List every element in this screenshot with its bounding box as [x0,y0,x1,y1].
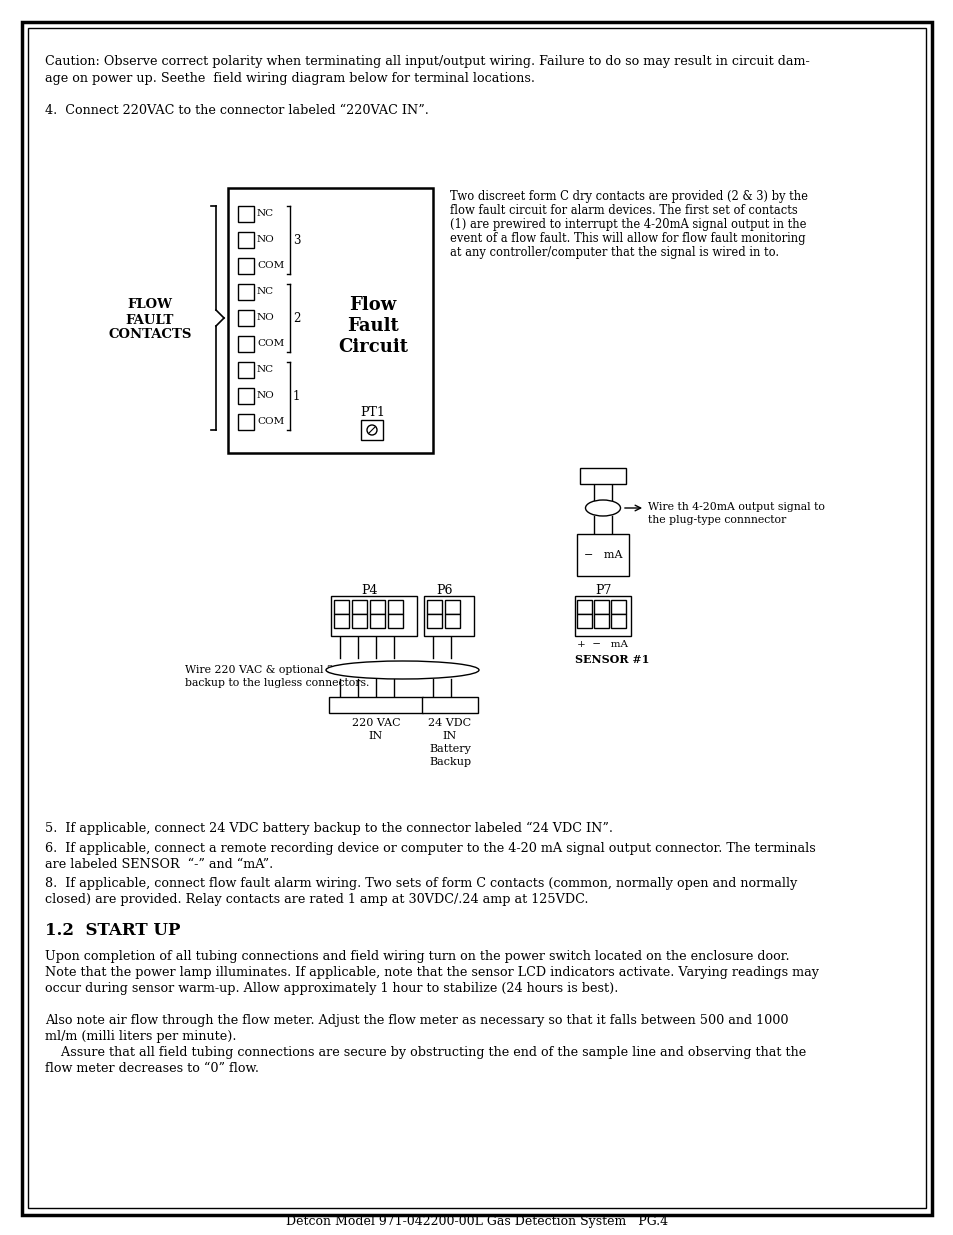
Bar [237,232,253,248]
Bar [370,600,385,614]
Text: closed) are provided. Relay contacts are rated 1 amp at 30VDC/.24 amp at 125VDC.: closed) are provided. Relay contacts are… [45,893,588,906]
Bar [360,420,382,440]
Text: COM: COM [256,340,284,348]
Bar [237,310,253,326]
Bar [575,597,630,636]
Bar [610,614,625,629]
Text: flow meter decreases to “0” flow.: flow meter decreases to “0” flow. [45,1062,258,1074]
Bar [610,600,625,614]
Text: SENSOR #1: SENSOR #1 [575,655,649,664]
Text: NO: NO [256,236,274,245]
Text: Two discreet form C dry contacts are provided (2 & 3) by the: Two discreet form C dry contacts are pro… [450,190,807,203]
Text: Assure that all field tubing connections are secure by obstructing the end of th: Assure that all field tubing connections… [45,1046,805,1058]
Bar [370,614,385,629]
Bar [352,614,367,629]
Bar [444,600,459,614]
Text: +  −   mA: + − mA [577,640,627,650]
Text: Detcon Model 971-042200-00L Gas Detection System   PG.4: Detcon Model 971-042200-00L Gas Detectio… [286,1215,667,1229]
Text: −   mA: − mA [583,550,621,559]
Text: P7: P7 [594,584,611,597]
Ellipse shape [585,500,619,516]
Text: COM: COM [256,262,284,270]
Bar [237,362,253,378]
Bar [577,614,592,629]
Text: Caution: Observe correct polarity when terminating all input/output wiring. Fail: Caution: Observe correct polarity when t… [45,56,809,68]
Text: Battery: Battery [429,743,471,755]
Text: Upon completion of all tubing connections and field wiring turn on the power swi: Upon completion of all tubing connection… [45,950,789,963]
Text: NC: NC [256,366,274,374]
Bar [237,284,253,300]
Bar [237,258,253,274]
Text: event of a flow fault. This will allow for flow fault monitoring: event of a flow fault. This will allow f… [450,232,804,245]
Bar [352,600,367,614]
Text: 4-20mA: 4-20mA [582,472,622,480]
Bar [594,600,608,614]
Bar [237,414,253,430]
Text: P6: P6 [436,584,453,597]
Text: GND: GND [390,700,413,709]
Bar [423,597,474,636]
Text: (1) are prewired to interrupt the 4-20mA signal output in the: (1) are prewired to interrupt the 4-20mA… [450,219,805,231]
Text: are labeled SENSOR  “-” and “mA”.: are labeled SENSOR “-” and “mA”. [45,858,273,871]
Text: L1: L1 [331,700,342,709]
Text: at any controller/computer that the signal is wired in to.: at any controller/computer that the sign… [450,246,779,259]
Text: PT1: PT1 [360,406,385,419]
Text: NC: NC [256,210,274,219]
Text: +: + [428,700,436,709]
Bar [331,597,416,636]
Text: 220 VAC: 220 VAC [352,718,400,727]
Bar [329,697,422,713]
Text: COM: COM [256,417,284,426]
Text: age on power up. Seethe  field wiring diagram below for terminal locations.: age on power up. Seethe field wiring dia… [45,72,535,85]
Text: Also note air flow through the flow meter. Adjust the flow meter as necessary so: Also note air flow through the flow mete… [45,1014,788,1028]
Ellipse shape [326,661,478,679]
Bar [334,600,349,614]
Text: Backup: Backup [429,757,471,767]
Text: NEU: NEU [369,700,391,709]
Text: FLOW
FAULT
CONTACTS: FLOW FAULT CONTACTS [109,299,192,342]
Text: 8.  If applicable, connect flow fault alarm wiring. Two sets of form C contacts : 8. If applicable, connect flow fault ala… [45,877,797,890]
Text: 3: 3 [293,233,300,247]
Text: occur during sensor warm-up. Allow approximately 1 hour to stabilize (24 hours i: occur during sensor warm-up. Allow appro… [45,982,618,995]
Text: IN: IN [369,731,383,741]
Bar [228,188,433,453]
Bar [594,614,608,629]
Text: the plug-type connnector: the plug-type connnector [647,515,785,525]
Bar [427,614,441,629]
Text: 5.  If applicable, connect 24 VDC battery backup to the connector labeled “24 VD: 5. If applicable, connect 24 VDC battery… [45,823,613,835]
Text: IN: IN [442,731,456,741]
Text: NC: NC [256,288,274,296]
Text: 4.  Connect 220VAC to the connector labeled “220VAC IN”.: 4. Connect 220VAC to the connector label… [45,104,429,117]
Text: 1: 1 [293,389,300,403]
Circle shape [367,425,376,435]
Bar [237,336,253,352]
Bar [444,614,459,629]
Text: flow fault circuit for alarm devices. The first set of contacts: flow fault circuit for alarm devices. Th… [450,204,797,217]
Text: P4: P4 [361,584,377,597]
Bar [579,468,625,484]
Bar [388,600,402,614]
Text: −: − [449,700,456,709]
Text: L2: L2 [353,700,364,709]
Bar [577,534,628,576]
Text: 2: 2 [293,311,300,325]
Bar [421,697,477,713]
Bar [388,614,402,629]
Text: 1.2  START UP: 1.2 START UP [45,923,180,939]
Bar [427,600,441,614]
Text: 24 VDC: 24 VDC [428,718,471,727]
Bar [334,614,349,629]
Text: ml/m (milli liters per minute).: ml/m (milli liters per minute). [45,1030,236,1044]
Text: backup to the lugless connectors.: backup to the lugless connectors. [185,678,369,688]
Text: Flow
Fault
Circuit: Flow Fault Circuit [337,296,408,356]
Text: Note that the power lamp illuminates. If applicable, note that the sensor LCD in: Note that the power lamp illuminates. If… [45,966,818,979]
Text: 6.  If applicable, connect a remote recording device or computer to the 4-20 mA : 6. If applicable, connect a remote recor… [45,842,815,855]
Text: NO: NO [256,391,274,400]
Bar [577,600,592,614]
Bar [237,206,253,222]
Text: Wire th 4-20mA output signal to: Wire th 4-20mA output signal to [647,501,824,513]
Text: NO: NO [256,314,274,322]
Text: Wire 220 VAC & optional 24 VDC: Wire 220 VAC & optional 24 VDC [185,664,369,676]
Bar [237,388,253,404]
